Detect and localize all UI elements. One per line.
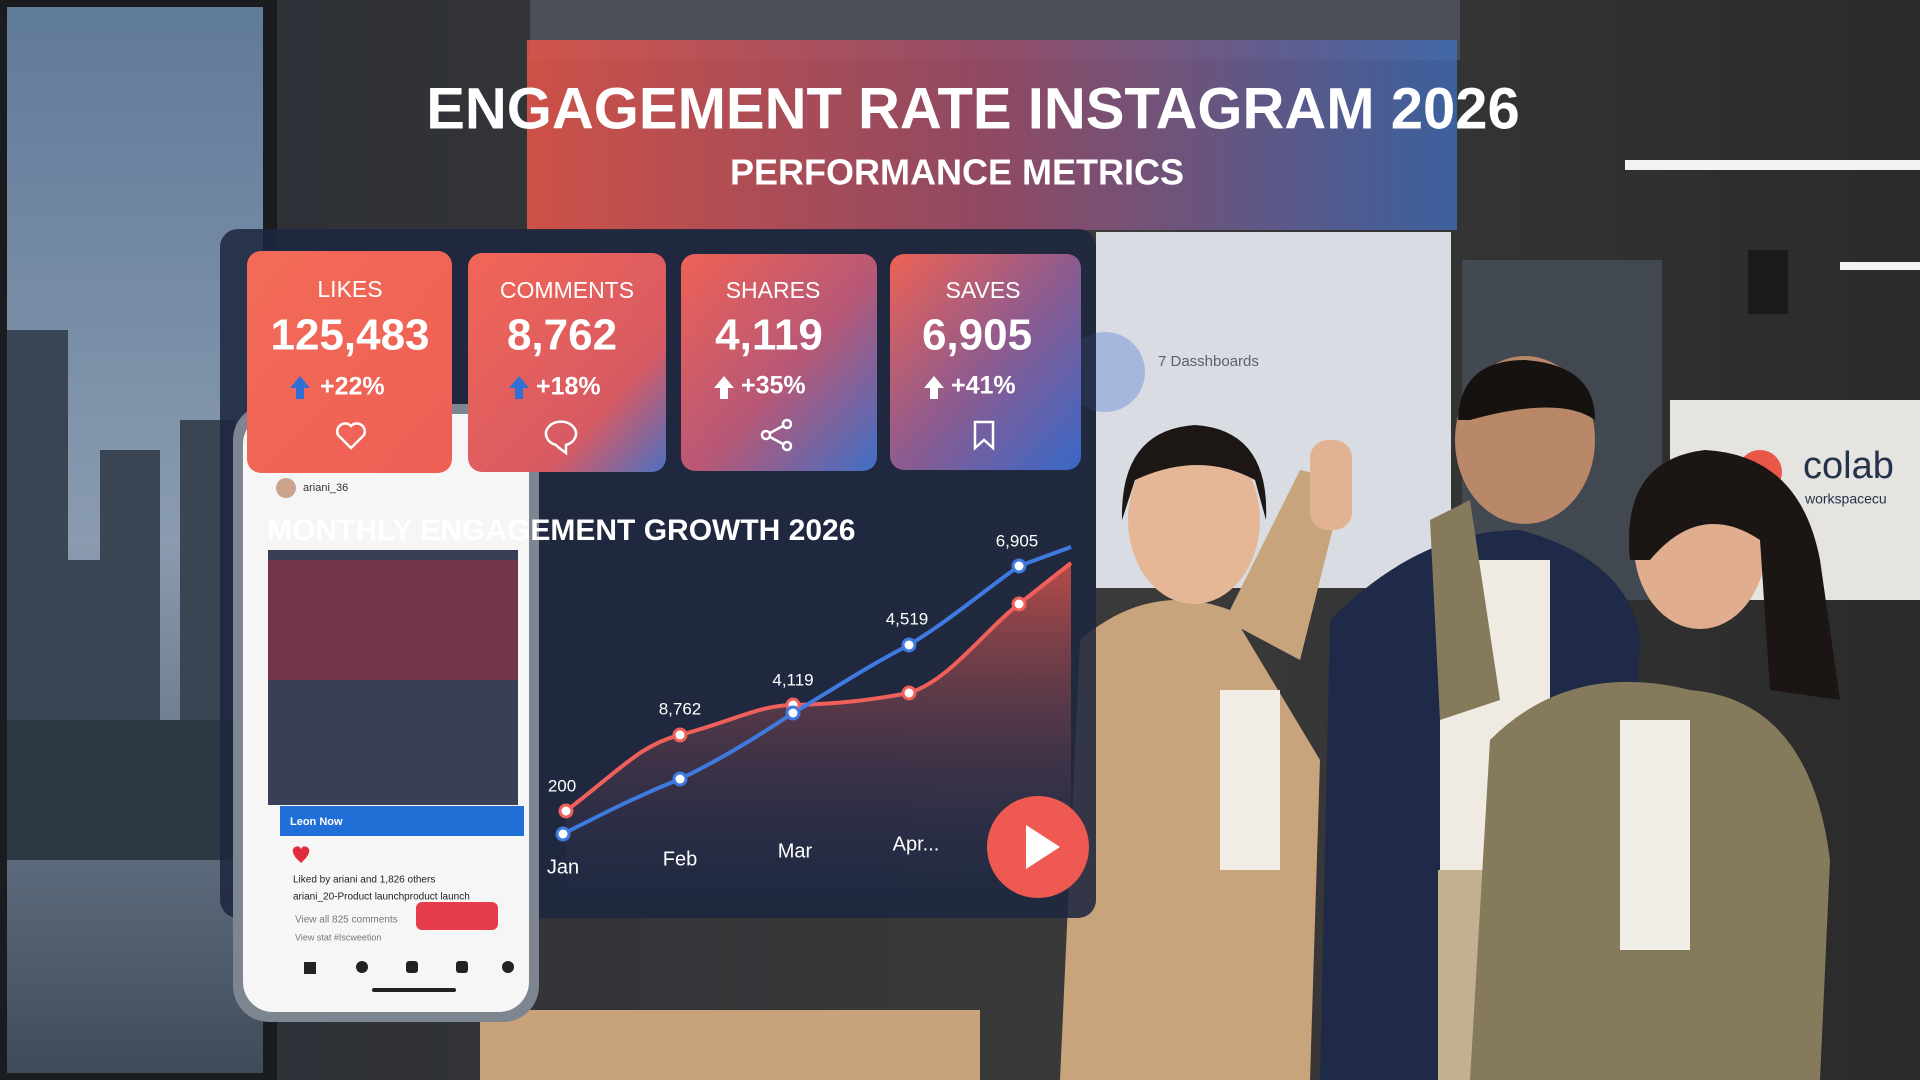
title: ENGAGEMENT RATE INSTAGRAM 2026 [426, 76, 1520, 141]
metric-label: COMMENTS [500, 277, 634, 303]
x-label: Apr... [893, 833, 940, 855]
like-icon [292, 846, 310, 863]
metric-value: 4,119 [715, 311, 823, 360]
logo-sub: workspacecu [1804, 491, 1887, 507]
logo: colab [1803, 445, 1894, 487]
notification-badge [416, 902, 498, 930]
metric-card: LIKES 125,483 +22% [247, 251, 452, 473]
phone-username: ariani_36 [303, 482, 348, 494]
play-icon [1026, 825, 1060, 869]
share-icon [760, 418, 793, 452]
up-arrow [924, 376, 944, 399]
metric-label: SAVES [946, 277, 1021, 303]
point-label: 200 [548, 776, 576, 795]
avatar [276, 478, 296, 498]
metric-value: 8,762 [507, 311, 617, 360]
home-indicator [372, 988, 456, 992]
chart-area [566, 563, 1071, 890]
up-arrow [509, 376, 529, 399]
phone-footer: View stat #Iscweetion [295, 932, 381, 942]
up-arrow [714, 376, 734, 399]
metric-change: +22% [320, 373, 385, 401]
metric-label: LIKES [317, 276, 382, 302]
phone-cta [280, 806, 524, 836]
metric-change: +35% [741, 372, 806, 400]
phone-nav [304, 961, 514, 974]
up-arrow [290, 376, 310, 399]
point-label: 8,762 [659, 699, 702, 718]
ceiling-light [1840, 262, 1920, 270]
metric-label: SHARES [726, 277, 821, 303]
subtitle: PERFORMANCE METRICS [730, 152, 1184, 193]
chart-points [555, 558, 1027, 842]
comment-icon [544, 420, 578, 456]
x-label: Feb [663, 848, 697, 870]
header-banner [527, 40, 1457, 230]
heart-icon [336, 422, 366, 450]
person-right [1430, 450, 1840, 1080]
table [480, 1010, 980, 1080]
x-label: Mar [778, 840, 813, 862]
phone-comments: View all 825 comments [295, 915, 398, 926]
metric-change: +18% [536, 373, 601, 401]
point-label: 4,519 [886, 609, 929, 628]
metric-card: COMMENTS 8,762 +18% [468, 253, 666, 472]
metric-value: 6,905 [922, 311, 1032, 360]
phone: ariani_36 Leon Now Liked by ariani and 1… [233, 404, 539, 1022]
point-label: 6,905 [996, 531, 1039, 550]
phone-caption: ariani_20-Product launchproduct launch [293, 892, 470, 903]
point-label: 4,119 [772, 670, 813, 689]
phone-likes: Liked by ariani and 1,826 others [293, 875, 435, 886]
screen-text: 7 Dasshboards [1158, 353, 1259, 370]
metric-card: SHARES 4,119 +35% [681, 254, 877, 471]
bookmark-icon [973, 420, 995, 451]
metric-value: 125,483 [270, 311, 429, 360]
phone-photo-stage [268, 560, 518, 680]
ceiling-light [1625, 160, 1920, 170]
person-left [1060, 425, 1352, 1080]
x-label: Jan [547, 856, 579, 878]
metric-card: SAVES 6,905 +41% [890, 254, 1081, 470]
chart-title: MONTHLY ENGAGEMENT GROWTH 2026 [267, 514, 855, 547]
pendant-lamp [1748, 250, 1788, 314]
phone-cta-text: Leon Now [290, 816, 343, 828]
metric-change: +41% [951, 372, 1016, 400]
